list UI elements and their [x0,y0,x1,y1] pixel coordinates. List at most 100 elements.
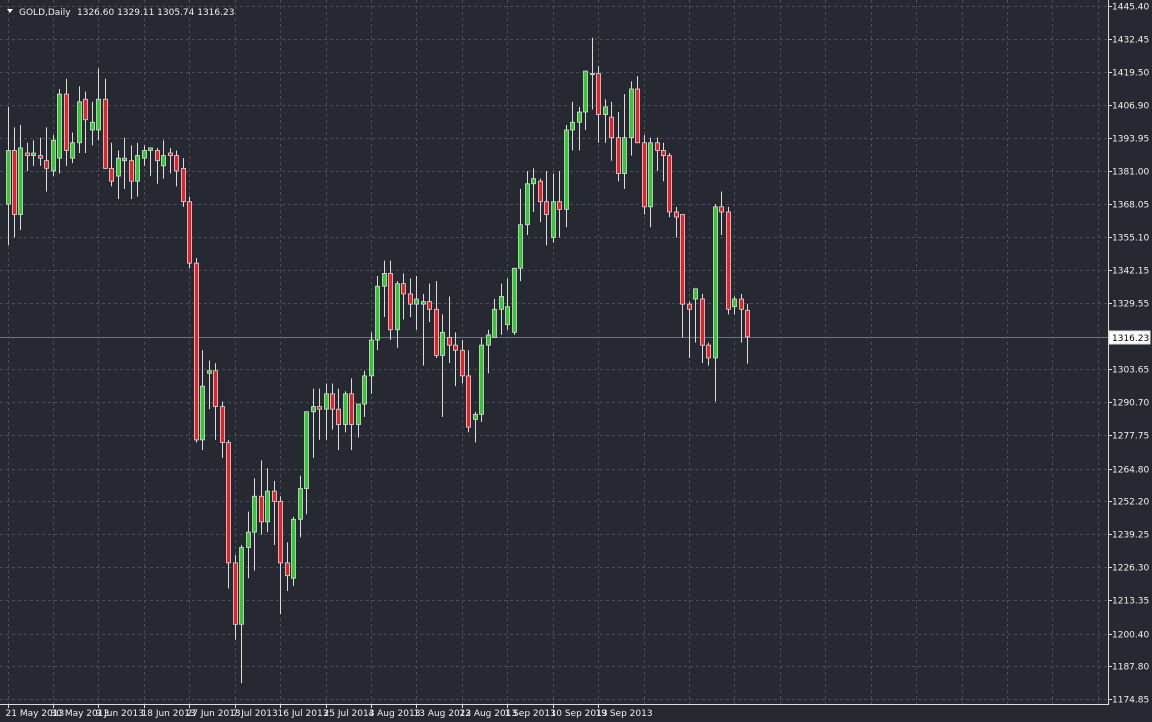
bear-candle-body [64,93,69,151]
time-tick-label: 4 Aug 2013 [369,709,421,719]
symbol-label: GOLD,Daily [19,8,71,18]
candle [440,314,445,417]
candle [96,68,101,141]
candle [512,267,517,335]
candle [564,124,569,228]
bear-candle-body [226,442,231,564]
time-tick-label: 13 Aug 2013 [414,709,472,719]
candle [499,283,504,335]
price-tick-label: 1200.40 [1112,631,1149,641]
candle [570,101,575,151]
bear-candle-body [635,88,640,144]
candle [388,260,393,341]
candle [616,112,621,182]
bull-candle-body [492,308,497,338]
price-tick-label: 1303.65 [1112,366,1149,376]
bull-candle-body [577,111,582,123]
bull-candle-body [356,403,361,425]
candle [83,91,88,154]
candle [674,206,679,238]
candle [557,170,562,238]
bull-candle-body [414,298,419,305]
candle [434,281,439,358]
bull-candle-body [518,224,523,269]
bear-candle-body [168,152,173,156]
bull-candle-body [291,518,296,579]
bear-candle-body [12,150,17,215]
bear-candle-body [349,393,354,425]
bull-candle-body [304,411,309,489]
bull-candle-body [6,150,11,205]
collapse-triangle-icon[interactable] [7,9,13,13]
bear-candle-body [661,150,666,156]
candle [194,258,199,443]
bear-candle-body [401,283,406,295]
time-tick-label: 22 Aug 2013 [460,709,518,719]
bull-candle-body [551,201,556,238]
bear-candle-body [285,562,290,577]
bear-candle-body [719,206,724,213]
bull-candle-body [31,152,36,156]
price-tick-label: 1406.90 [1112,102,1149,112]
bull-candle-body [148,147,153,151]
price-tick-label: 1187.80 [1112,663,1149,673]
bull-candle-body [369,339,374,377]
bear-candle-body [181,167,186,203]
candle [479,337,484,422]
bear-candle-body [447,337,452,346]
candle [544,170,549,246]
bull-candle-body [499,296,504,310]
candle [460,340,465,384]
bull-candle-body [239,547,244,625]
candle [155,147,160,184]
bull-candle-body [343,393,348,425]
candle [70,132,75,164]
chart-header: GOLD,Daily 1326.60 1329.11 1305.74 1316.… [7,8,234,18]
bear-candle-body [655,142,660,151]
price-tick-label: 1277.75 [1112,432,1149,442]
time-tick-label: 10 Sep 2013 [551,709,608,719]
candle [427,283,432,323]
candle [531,168,536,212]
candle [38,137,43,166]
candle [311,388,316,458]
candle [693,288,698,343]
candle [648,137,653,228]
candle [135,142,140,197]
bear-candle-body [596,73,601,116]
bear-candle-body [680,214,685,305]
candle [466,350,471,433]
bear-candle-body [213,370,218,408]
candle [168,147,173,174]
bull-candle-body [603,106,608,116]
bear-candle-body [109,167,114,182]
bull-candle-body [473,413,478,420]
price-tick-label: 1174.85 [1112,696,1149,706]
candle [609,101,614,161]
bull-candle-body [421,301,426,305]
candle [349,378,354,451]
candle [77,86,82,154]
candle [583,70,588,130]
bear-candle-body [174,155,179,172]
bull-candle-body [583,70,588,113]
bear-candle-body [687,303,692,310]
candle [356,403,361,438]
price-scale: 1445.40 1432.45 1419.50 1406.90 1393.95 1381.… [1108,3,1149,706]
bull-candle-body [246,531,251,548]
bear-candle-body [278,500,283,564]
bull-candle-body [207,370,212,374]
candle [401,273,406,320]
bear-candle-body [83,98,88,121]
candle [181,158,186,207]
time-tick-label: 1 Sep 2013 [505,709,556,719]
bear-candle-body [609,116,614,139]
candle [486,329,491,374]
bull-candle-body [486,334,491,346]
bear-candle-body [38,155,43,159]
bear-candle-body [388,273,393,331]
candle [362,370,367,417]
